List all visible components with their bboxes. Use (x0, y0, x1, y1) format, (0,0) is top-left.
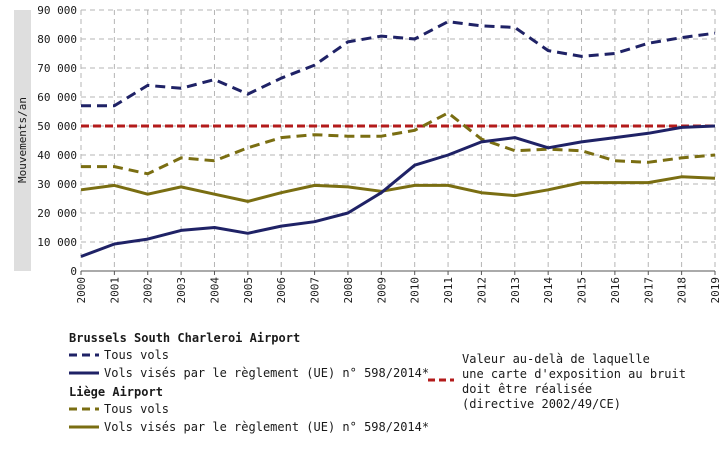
legend-swatch-solid-navy (69, 371, 99, 375)
legend-swatch-dashed-red (428, 378, 454, 382)
line-chart: Mouvements/an 0 10 000 20 000 30 000 40 000 5… (14, 4, 722, 304)
series-line-lgg_all (81, 111, 716, 176)
x-tick-label: 2002 (142, 277, 155, 304)
y-tick-label: 60 000 (37, 91, 77, 104)
x-tick-label: 2016 (609, 277, 622, 304)
legend-swatch-dashed-navy (69, 353, 99, 357)
y-tick-label: 0 (70, 265, 77, 278)
legend-label: Tous vols (104, 348, 170, 362)
legend-swatch-dashed-olive (69, 407, 99, 411)
y-tick-label: 40 000 (37, 149, 77, 162)
x-tick-labels: 2000 2001 2002 2003 2004 2005 2006 2007 2008 2009… (75, 277, 722, 304)
gridlines (80, 9, 716, 275)
x-tick-label: 2012 (475, 277, 488, 304)
legend-label: Tous vols (104, 402, 170, 416)
x-tick-label: 2013 (509, 277, 522, 304)
legend-swatch-solid-olive (69, 425, 99, 429)
series-line-lgg_reg (80, 175, 716, 203)
y-tick-label: 90 000 (37, 4, 77, 17)
legend-label: Vols visés par le règlement (UE) n° 598/… (104, 420, 430, 434)
y-tick-label: 70 000 (37, 62, 77, 75)
legend-group-title-liege: Liège Airport (69, 385, 163, 399)
x-tick-label: 2011 (442, 277, 455, 304)
x-tick-label: 2000 (75, 277, 88, 304)
series-line-bsca_all (81, 20, 716, 108)
x-tick-label: 2014 (542, 277, 555, 304)
y-axis-label: Mouvements/an (16, 97, 29, 183)
ylabel-band (14, 10, 31, 271)
x-tick-label: 2018 (676, 277, 689, 304)
y-tick-labels: 0 10 000 20 000 30 000 40 000 50 000 60 000 70 … (37, 4, 77, 278)
legend-threshold: Valeur au-delà de laquelle une carte d'e… (428, 352, 702, 412)
y-tick-label: 30 000 (37, 178, 77, 191)
y-tick-label: 20 000 (37, 207, 77, 220)
x-tick-label: 2019 (709, 277, 722, 304)
legend-item: Vols visés par le règlement (UE) n° 598/… (69, 364, 429, 382)
x-tick-label: 2017 (642, 277, 655, 304)
legend-group-title-bsca: Brussels South Charleroi Airport (69, 331, 301, 345)
y-tick-label: 10 000 (37, 236, 77, 249)
x-tick-label: 2008 (342, 277, 355, 304)
x-tick-label: 2010 (409, 277, 422, 304)
threshold-note: Valeur au-delà de laquelle une carte d'e… (462, 352, 686, 411)
legend: Brussels South Charleroi Airport Tous vo… (69, 330, 429, 436)
x-tick-label: 2003 (175, 277, 188, 304)
x-tick-label: 2006 (275, 277, 288, 304)
x-tick-label: 2015 (576, 277, 589, 304)
x-tick-label: 2001 (108, 277, 121, 304)
x-tick-label: 2005 (242, 277, 255, 304)
legend-label: Vols visés par le règlement (UE) n° 598/… (104, 366, 430, 380)
legend-item: Vols visés par le règlement (UE) n° 598/… (69, 418, 429, 436)
y-tick-label: 50 000 (37, 120, 77, 133)
x-tick-label: 2007 (309, 277, 322, 304)
series-lines (80, 20, 716, 258)
series-line-bsca_reg (80, 124, 716, 258)
x-tick-label: 2004 (208, 277, 221, 304)
legend-item: Tous vols (69, 346, 429, 364)
x-tick-label: 2009 (375, 277, 388, 304)
legend-item: Tous vols (69, 400, 429, 418)
y-tick-label: 80 000 (37, 33, 77, 46)
